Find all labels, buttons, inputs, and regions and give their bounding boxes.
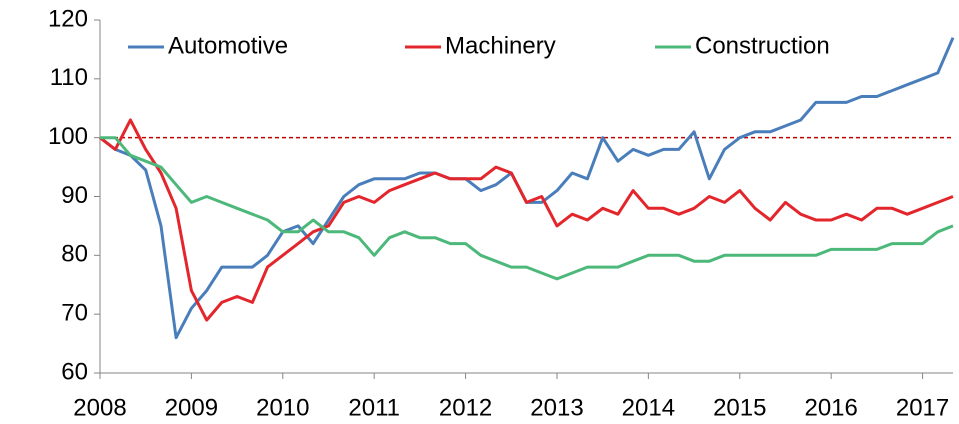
series-line [99, 37, 955, 340]
y-tick-label: 110 [50, 64, 88, 91]
y-tick-label: 90 [61, 182, 88, 209]
series-line [100, 136, 954, 281]
x-tick-label: 2009 [165, 394, 218, 421]
legend-label: Automotive [168, 32, 288, 59]
legend-label: Machinery [445, 32, 556, 59]
x-tick-label: 2014 [622, 394, 675, 421]
y-tick-label: 60 [61, 358, 88, 385]
series-line [99, 118, 954, 322]
legend-label: Construction [695, 32, 830, 59]
x-tick-label: 2008 [73, 394, 126, 421]
y-tick-label: 80 [61, 241, 88, 268]
x-tick-label: 2017 [896, 394, 949, 421]
x-tick-label: 2016 [804, 394, 857, 421]
x-tick-label: 2010 [256, 394, 309, 421]
y-tick-label: 100 [48, 123, 88, 150]
x-tick-label: 2012 [439, 394, 492, 421]
x-tick-label: 2015 [713, 394, 766, 421]
y-tick-label: 70 [61, 300, 88, 327]
x-tick-label: 2013 [530, 394, 583, 421]
x-tick-label: 2011 [348, 394, 400, 421]
y-tick-label: 120 [48, 5, 88, 32]
